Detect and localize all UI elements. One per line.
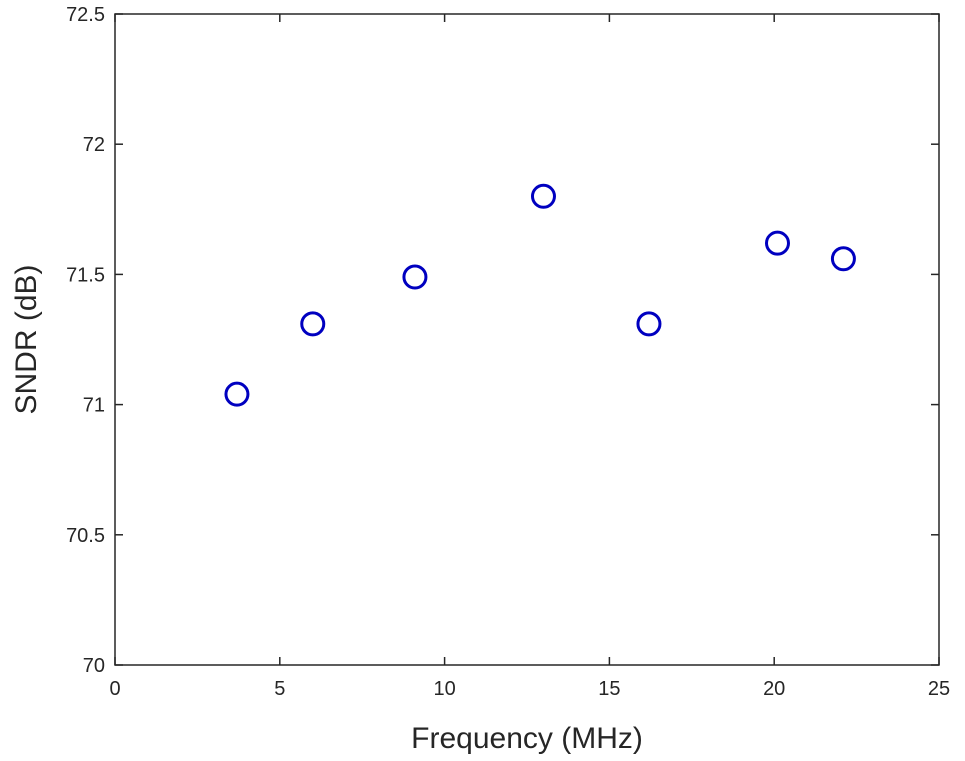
y-tick-label: 72 [83, 134, 105, 156]
plot-background [115, 14, 939, 665]
x-tick-label: 0 [109, 678, 120, 700]
x-tick-label: 25 [928, 678, 950, 700]
y-tick-label: 72.5 [66, 4, 105, 26]
data-point [636, 311, 662, 337]
data-point [402, 264, 428, 290]
tick-labels-layer: 0 5 10 15 20 25 70 70.5 71 71.5 72 72.5 [66, 4, 950, 700]
data-point [530, 183, 556, 209]
x-tick-label: 10 [433, 678, 455, 700]
data-point [300, 311, 326, 337]
data-point [830, 246, 856, 272]
markers-layer [224, 183, 856, 407]
y-tick-label: 70 [83, 655, 105, 677]
x-tick-label: 5 [274, 678, 285, 700]
y-tick-label: 71 [83, 395, 105, 417]
plot-frame [114, 13, 940, 666]
y-tick-label: 71.5 [66, 264, 105, 286]
x-axis-label: Frequency (MHz) [411, 722, 643, 755]
x-tick-label: 15 [598, 678, 620, 700]
x-tick-label: 20 [763, 678, 785, 700]
data-point [224, 381, 250, 407]
y-tick-label: 70.5 [66, 525, 105, 547]
data-point [764, 230, 790, 256]
y-axis-label: SNDR (dB) [10, 264, 43, 414]
